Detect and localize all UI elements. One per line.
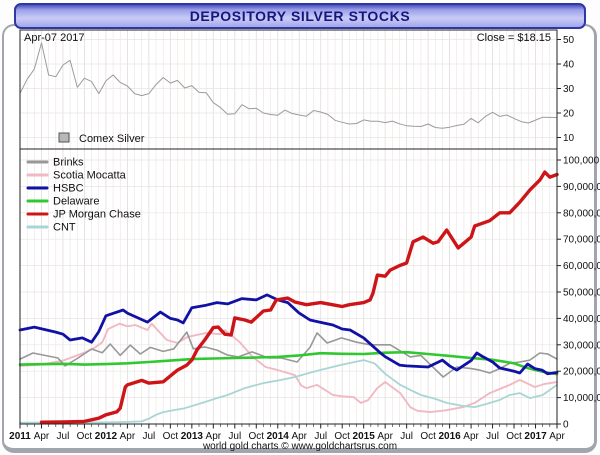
legend-label-cnt: CNT xyxy=(53,222,76,234)
bottom-panel-bg xyxy=(20,149,557,424)
top-ytick-label: 40 xyxy=(563,60,575,71)
series-jp-morgan-chase xyxy=(39,170,559,424)
bottom-ytick-label: 80,000,000 xyxy=(563,208,600,219)
xtick-label: Oct xyxy=(420,431,436,442)
comex-silver-legend-swatch-icon xyxy=(58,132,70,143)
xtick-label: 2016 xyxy=(438,431,461,442)
top-ytick-label: 20 xyxy=(563,109,575,120)
bottom-ytick-label: 100,000,000 xyxy=(563,156,600,167)
xtick-label: Jul xyxy=(314,431,327,442)
bottom-ytick-label: 20,000,000 xyxy=(563,367,600,378)
bottom-ytick-label: 40,000,000 xyxy=(563,314,600,325)
xtick-label: Jul xyxy=(486,431,499,442)
bottom-ytick-label: 90,000,000 xyxy=(563,182,600,193)
axes-and-ticks: 50 40 30 20 10 100,000,000 90,000,000 80,000,00… xyxy=(9,29,600,442)
top-panel-bg xyxy=(20,30,557,149)
xtick-label: Oct xyxy=(248,431,264,442)
xtick-label: Apr xyxy=(206,431,222,442)
top-ytick-label: 10 xyxy=(563,133,575,144)
xtick-label: Oct xyxy=(334,431,350,442)
bottom-ytick-label: 60,000,000 xyxy=(563,261,600,272)
series-scotia-mocatta xyxy=(19,322,558,414)
legend-label-delaware: Delaware xyxy=(53,196,99,208)
top-ytick-label: 50 xyxy=(563,35,575,46)
bottom-ytick-label: 0 xyxy=(563,420,569,431)
bottom-ytick-label: 50,000,000 xyxy=(563,288,600,299)
bottom-ytick-label: 70,000,000 xyxy=(563,235,600,246)
series-lines xyxy=(18,42,559,424)
legend-label-jp-morgan-chase: JP Morgan Chase xyxy=(53,209,141,221)
xtick-label: Jul xyxy=(400,431,413,442)
xtick-label: Apr xyxy=(291,431,307,442)
xtick-label: Oct xyxy=(163,431,179,442)
xtick-label: 2017 xyxy=(524,431,547,442)
xtick-label: Apr xyxy=(377,431,393,442)
legend-label-hsbc: HSBC xyxy=(53,183,84,195)
xtick-label: 2014 xyxy=(267,431,290,442)
xtick-label: 2012 xyxy=(95,431,118,442)
gridlines xyxy=(20,30,557,424)
series-brinks xyxy=(19,331,558,378)
bottom-ytick-label: 10,000,000 xyxy=(563,393,600,404)
xtick-label: Oct xyxy=(506,431,522,442)
series-hsbc xyxy=(18,293,559,376)
bottom-ytick-label: 30,000,000 xyxy=(563,340,600,351)
xtick-label: Apr xyxy=(549,431,565,442)
xtick-label: 2011 xyxy=(9,431,31,442)
series-delaware xyxy=(18,350,559,376)
title-bar: DEPOSITORY SILVER STOCKS xyxy=(14,3,586,29)
xtick-label: Apr xyxy=(34,431,50,442)
xtick-label: Jul xyxy=(57,431,70,442)
xtick-label: Apr xyxy=(120,431,136,442)
xtick-label: 2013 xyxy=(181,431,204,442)
legend-label-scotia-mocatta: Scotia Mocatta xyxy=(53,170,127,182)
xtick-label: Apr xyxy=(463,431,479,442)
page-title: DEPOSITORY SILVER STOCKS xyxy=(189,8,411,24)
credit-line: world gold charts © www.goldchartsrus.co… xyxy=(202,441,397,452)
series-cnt xyxy=(19,359,558,424)
comex-silver-legend-label: Comex Silver xyxy=(79,133,145,145)
panel-backgrounds xyxy=(20,30,557,424)
bottom-panel-border xyxy=(19,148,558,425)
date-annotation: Apr-07 2017 xyxy=(24,32,85,44)
xtick-label: Jul xyxy=(228,431,241,442)
legend-label-brinks: Brinks xyxy=(53,157,84,169)
xtick-label: 2015 xyxy=(353,431,376,442)
xtick-label: Oct xyxy=(77,431,93,442)
close-price-annotation: Close = $18.15 xyxy=(477,32,551,44)
series-comex-silver xyxy=(19,42,558,129)
xtick-label: Jul xyxy=(142,431,155,442)
top-ytick-label: 30 xyxy=(563,84,575,95)
